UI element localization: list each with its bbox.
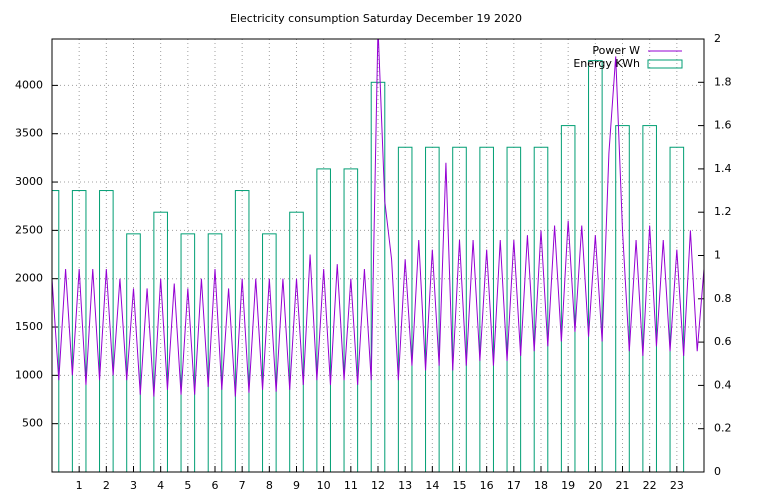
legend-swatch bbox=[647, 59, 683, 69]
x-tick-label: 16 bbox=[480, 479, 494, 492]
energy-box bbox=[533, 146, 549, 472]
x-tick-label: 3 bbox=[130, 479, 137, 492]
y2-tick-label: 1.2 bbox=[714, 205, 732, 218]
y-tick-label: 3000 bbox=[15, 175, 43, 188]
x-tick-label: 9 bbox=[293, 479, 300, 492]
x-tick-label: 11 bbox=[344, 479, 358, 492]
energy-box bbox=[99, 190, 114, 472]
energy-box bbox=[71, 190, 87, 472]
y-tick-label: 1000 bbox=[15, 368, 43, 381]
x-tick-label: 17 bbox=[507, 479, 521, 492]
power-line bbox=[52, 39, 704, 397]
y2-tick-label: 0 bbox=[714, 465, 721, 478]
energy-box bbox=[452, 146, 467, 472]
x-tick-label: 22 bbox=[643, 479, 657, 492]
energy-box bbox=[370, 81, 386, 472]
y-tick-label: 4000 bbox=[15, 78, 43, 91]
energy-box bbox=[669, 146, 685, 472]
energy-box bbox=[397, 146, 413, 472]
energy-box bbox=[642, 125, 657, 472]
y2-tick-label: 0.8 bbox=[714, 292, 732, 305]
legend-label: Power W bbox=[592, 44, 640, 57]
energy-box bbox=[479, 146, 494, 472]
y-tick-label: 500 bbox=[22, 417, 43, 430]
y2-tick-label: 0.4 bbox=[714, 378, 732, 391]
energy-box bbox=[52, 190, 60, 472]
energy-box bbox=[207, 233, 223, 472]
x-tick-label: 15 bbox=[453, 479, 467, 492]
x-tick-label: 8 bbox=[266, 479, 273, 492]
legend-label: Energy KWh bbox=[573, 57, 640, 70]
plot-border bbox=[51, 38, 705, 473]
y2-tick-label: 1.8 bbox=[714, 75, 732, 88]
y2-tick-label: 1.4 bbox=[714, 162, 732, 175]
x-tick-label: 2 bbox=[103, 479, 110, 492]
x-tick-label: 1 bbox=[76, 479, 83, 492]
plot-area bbox=[52, 39, 704, 472]
energy-box bbox=[180, 233, 196, 472]
x-tick-label: 7 bbox=[239, 479, 246, 492]
y2-tick-label: 1 bbox=[714, 249, 721, 262]
energy-box bbox=[425, 146, 440, 472]
x-tick-label: 18 bbox=[534, 479, 548, 492]
energy-box bbox=[506, 146, 522, 472]
x-tick-label: 23 bbox=[670, 479, 684, 492]
x-tick-label: 5 bbox=[184, 479, 191, 492]
x-tick-label: 20 bbox=[588, 479, 602, 492]
energy-box bbox=[615, 125, 630, 472]
x-tick-label: 21 bbox=[616, 479, 630, 492]
y2-tick-label: 0.2 bbox=[714, 422, 732, 435]
x-tick-label: 13 bbox=[398, 479, 412, 492]
energy-box bbox=[234, 190, 250, 472]
x-tick-label: 19 bbox=[561, 479, 575, 492]
energy-box bbox=[126, 233, 141, 472]
energy-box bbox=[316, 168, 331, 472]
y-tick-label: 2500 bbox=[15, 223, 43, 236]
y-tick-label: 2000 bbox=[15, 272, 43, 285]
energy-box bbox=[343, 168, 359, 472]
energy-box bbox=[588, 60, 603, 472]
x-tick-label: 12 bbox=[371, 479, 385, 492]
y-tick-label: 1500 bbox=[15, 320, 43, 333]
y2-tick-label: 0.6 bbox=[714, 335, 732, 348]
x-tick-label: 4 bbox=[157, 479, 164, 492]
x-tick-label: 6 bbox=[212, 479, 219, 492]
x-tick-label: 10 bbox=[317, 479, 331, 492]
chart-title: Electricity consumption Saturday Decembe… bbox=[230, 12, 522, 25]
energy-box bbox=[262, 233, 277, 472]
y-tick-label: 3500 bbox=[15, 127, 43, 140]
x-tick-label: 14 bbox=[425, 479, 439, 492]
y2-tick-label: 2 bbox=[714, 32, 721, 45]
y2-tick-label: 1.6 bbox=[714, 119, 732, 132]
